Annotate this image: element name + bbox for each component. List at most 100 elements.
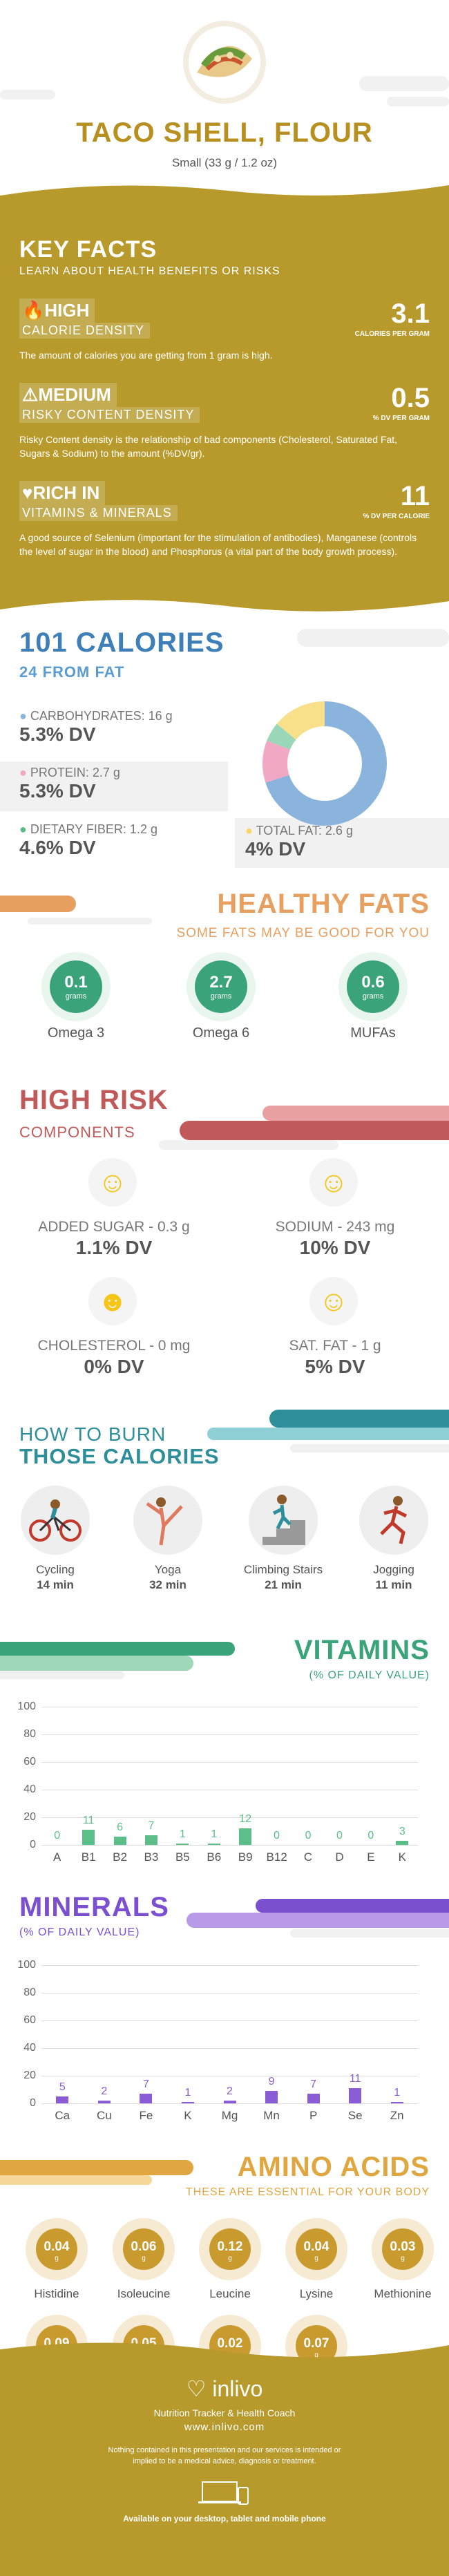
decor-pill — [187, 1913, 449, 1928]
nutrient-name: DIETARY FIBER: 1.2 g — [30, 822, 157, 836]
dot-icon: ● — [19, 766, 27, 779]
bar-value-label: 1 — [179, 1828, 186, 1840]
vitamins-title: VITAMINS — [294, 1635, 430, 1665]
fat-value: 0.1 — [64, 973, 88, 992]
bar-value-label: 1 — [211, 1828, 218, 1840]
fat-name: MUFAs — [350, 1025, 396, 1041]
wave-top — [0, 185, 449, 206]
bar-Fe — [140, 2094, 153, 2103]
minerals-chart: 100 80 60 40 20 0 5 Ca 2 Cu 7 Fe 1 K 2 Mg 9 Mn 7 P 11 Se 1 Zn — [0, 1958, 449, 2131]
y-tick-label: 0 — [30, 1839, 36, 1850]
grid-line — [41, 2103, 418, 2104]
decor-pill — [0, 1671, 124, 1679]
footer-wave — [0, 2342, 449, 2370]
bar-B2 — [113, 1837, 126, 1845]
bar-value-label: 12 — [239, 1813, 252, 1825]
calories-from-fat: 24 FROM FAT — [19, 663, 125, 681]
grid-line — [41, 2020, 418, 2021]
amino-name: Leucine — [209, 2287, 251, 2300]
decor-pill — [256, 1899, 449, 1913]
activity-time: 14 min — [37, 1578, 74, 1591]
fat-unit: grams — [210, 992, 232, 1001]
bar-P — [307, 2094, 320, 2103]
high-risk-subtitle: COMPONENTS — [19, 1124, 135, 1141]
brand-url[interactable]: www.inlivo.com — [184, 2421, 265, 2433]
fact-level: RICH IN — [32, 482, 100, 503]
fact-value: 0.5 — [391, 383, 430, 413]
fact-level: HIGH — [44, 300, 90, 321]
decor-pill — [262, 1106, 449, 1121]
fact-calorie-density: 🔥HIGH CALORIE DENSITY 3.1 CALORIES PER G… — [19, 299, 430, 381]
x-tick-label: B5 — [175, 1850, 190, 1864]
bar-Se — [349, 2088, 362, 2103]
donut-slice-fat — [262, 701, 387, 826]
nutrient-name: CARBOHYDRATES: 16 g — [30, 709, 173, 723]
amino-value: 0.02 — [217, 2336, 243, 2351]
risk-dv: 1.1% DV — [75, 1237, 153, 1258]
nutrient-name: TOTAL FAT: 2.6 g — [256, 824, 353, 837]
y-tick-label: 40 — [23, 1783, 36, 1795]
fact-desc: The amount of calories you are getting f… — [19, 350, 273, 361]
decor-pill — [290, 1929, 449, 1938]
healthy-fats-subtitle: SOME FATS MAY BE GOOD FOR YOU — [176, 926, 430, 940]
bar-value-label: 0 — [274, 1830, 280, 1841]
cycling-icon — [21, 1486, 90, 1555]
decor-pill — [0, 2160, 193, 2175]
x-tick-label: B2 — [113, 1850, 127, 1864]
bar-value-label: 1 — [184, 2087, 191, 2099]
amino-badge: 0.12 g — [209, 2228, 251, 2270]
activity-name: Cycling — [36, 1563, 75, 1576]
amino-unit: g — [228, 2255, 232, 2262]
nutrient-protein: ● PROTEIN: 2.7 g 5.3% DV — [19, 766, 227, 802]
risk-dv: 5% DV — [305, 1356, 365, 1377]
amino-subtitle: THESE ARE ESSENTIAL FOR YOUR BODY — [185, 2186, 430, 2198]
activity-time: 32 min — [149, 1578, 187, 1591]
jogging-icon — [359, 1486, 428, 1555]
bar-K — [181, 2102, 194, 2103]
nutrient-fat: ● TOTAL FAT: 2.6 g 4% DV — [245, 824, 439, 860]
wave-bottom — [0, 591, 449, 612]
bar-value-label: 0 — [54, 1830, 61, 1841]
key-facts-subtitle: LEARN ABOUT HEALTH BENEFITS OR RISKS — [19, 265, 280, 277]
fact-name: VITAMINS & MINERALS — [19, 505, 178, 521]
dot-icon: ● — [19, 822, 27, 836]
fat-name: Omega 6 — [192, 1025, 250, 1041]
amino-unit: g — [142, 2255, 146, 2262]
bar-value-label: 5 — [59, 2081, 66, 2093]
decor-pill — [0, 2175, 152, 2185]
bar-Cu — [97, 2101, 111, 2103]
flame-icon: 🔥 — [22, 300, 45, 321]
stairs-icon — [249, 1486, 318, 1555]
key-facts-section: KEY FACTS LEARN ABOUT HEALTH BENEFITS OR… — [0, 205, 449, 591]
fact-desc: Risky Content density is the relationshi… — [19, 434, 398, 459]
calories-donut-chart — [262, 701, 387, 826]
decor-pill — [159, 1140, 338, 1150]
bar-value-label: 1 — [394, 2087, 401, 2099]
healthy-fats-title: HEALTHY FATS — [217, 889, 430, 919]
fact-desc: A good source of Selenium (important for… — [19, 532, 417, 557]
x-tick-label: Fe — [139, 2109, 153, 2122]
risk-name: SAT. FAT - 1 g — [289, 1338, 381, 1354]
bar-Mg — [223, 2101, 236, 2103]
donut-slice-protein — [262, 701, 387, 826]
x-tick-label: B9 — [238, 1850, 253, 1864]
amino-badge: 0.04 g — [36, 2228, 77, 2270]
amino-name: Lysine — [299, 2287, 334, 2300]
y-tick-label: 40 — [23, 2042, 36, 2054]
bar-B3 — [144, 1835, 157, 1845]
yoga-icon — [133, 1486, 202, 1555]
fact-name: CALORIE DENSITY — [19, 323, 151, 339]
minerals-title: MINERALS — [19, 1892, 169, 1922]
decor-pill — [0, 1656, 193, 1671]
amino-name: Methionine — [374, 2287, 432, 2300]
decor-pill — [0, 896, 76, 912]
activity-stairs: Climbing Stairs 21 min — [235, 1486, 332, 1603]
fact-unit: CALORIES PER GRAM — [354, 330, 430, 338]
fat-unit: grams — [362, 992, 384, 1001]
risk-sat-fat: ☺ SAT. FAT - 1 g 5% DV — [235, 1277, 435, 1381]
bar-value-label: 0 — [305, 1830, 312, 1841]
activity-jogging: Jogging 11 min — [352, 1486, 435, 1603]
x-tick-label: B12 — [266, 1850, 287, 1864]
bar-Mn — [265, 2091, 278, 2103]
x-tick-label: Mg — [221, 2109, 238, 2122]
